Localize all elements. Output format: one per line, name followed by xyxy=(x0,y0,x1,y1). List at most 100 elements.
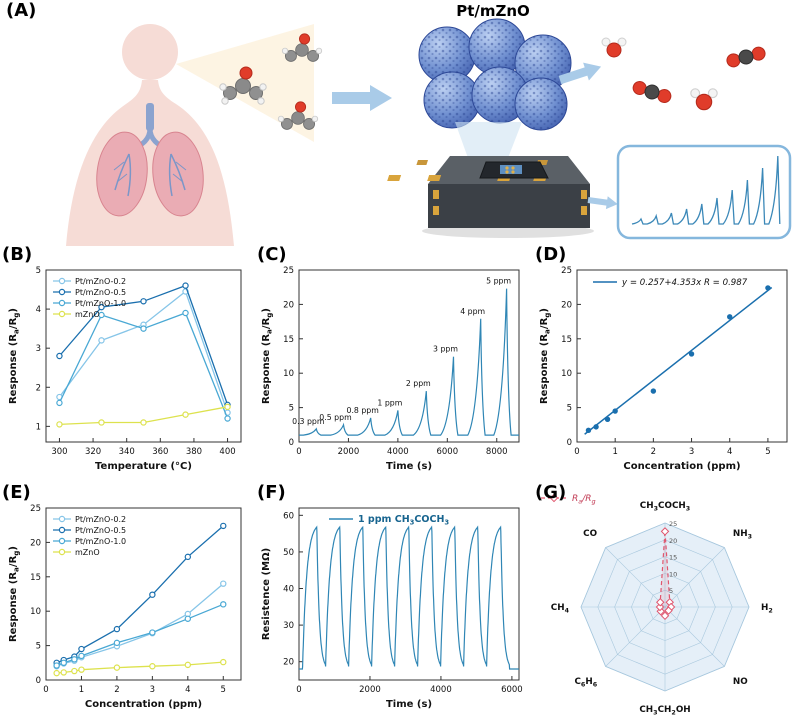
lungs-icon xyxy=(96,103,204,217)
panel-f: (F) 0 2000 4000 6000 20 30 40 50 60 Time (s) Resis… xyxy=(253,482,531,722)
svg-text:8000: 8000 xyxy=(486,447,508,457)
svg-text:NH3: NH3 xyxy=(733,529,752,541)
co2-molecule xyxy=(632,80,672,104)
svg-text:20: 20 xyxy=(669,537,677,545)
svg-text:320: 320 xyxy=(85,447,101,457)
svg-text:0: 0 xyxy=(574,447,579,457)
svg-text:Time (s): Time (s) xyxy=(386,699,432,710)
svg-text:Temperature (°C): Temperature (°C) xyxy=(95,461,192,472)
svg-text:5 ppm: 5 ppm xyxy=(486,277,511,286)
svg-text:mZnO: mZnO xyxy=(75,310,100,319)
svg-text:4000: 4000 xyxy=(387,447,409,457)
svg-text:0: 0 xyxy=(43,685,48,695)
svg-text:60: 60 xyxy=(283,511,294,521)
svg-text:Pt/mZnO-1.0: Pt/mZnO-1.0 xyxy=(75,537,126,546)
svg-text:2000: 2000 xyxy=(338,447,360,457)
svg-text:0: 0 xyxy=(296,685,301,695)
svg-text:2: 2 xyxy=(651,447,656,457)
h2o-molecule xyxy=(601,37,627,58)
human-figure xyxy=(66,24,234,246)
svg-text:2 ppm: 2 ppm xyxy=(406,379,431,388)
svg-text:380: 380 xyxy=(186,447,202,457)
gas-sensor-chip xyxy=(387,156,594,238)
svg-text:5: 5 xyxy=(36,266,41,276)
svg-text:15: 15 xyxy=(561,335,572,345)
svg-text:360: 360 xyxy=(152,447,168,457)
svg-text:0: 0 xyxy=(289,438,294,448)
svg-text:1 ppm CH3COCH3: 1 ppm CH3COCH3 xyxy=(358,514,449,527)
svg-text:Ra/Rg: Ra/Rg xyxy=(572,494,596,506)
svg-text:20: 20 xyxy=(283,300,294,310)
svg-text:5: 5 xyxy=(289,404,294,414)
svg-text:5: 5 xyxy=(765,447,770,457)
svg-text:1 ppm: 1 ppm xyxy=(377,398,402,407)
svg-text:20: 20 xyxy=(561,300,572,310)
panel-label-b: (B) xyxy=(2,244,33,265)
svg-text:6000: 6000 xyxy=(501,685,523,695)
svg-text:0: 0 xyxy=(36,676,41,686)
panel-label-e: (E) xyxy=(2,482,31,503)
svg-text:3: 3 xyxy=(36,344,41,354)
acetone-molecule xyxy=(219,66,267,105)
svg-text:15: 15 xyxy=(669,554,677,562)
svg-text:Response (Ra/Rg): Response (Ra/Rg) xyxy=(8,546,21,642)
svg-text:Response (Ra/Rg): Response (Ra/Rg) xyxy=(539,308,552,404)
panel-g: (G) 0510152025CH3COCH3NH3H2NOCH3CH2OHC6H… xyxy=(531,482,799,722)
svg-text:10: 10 xyxy=(30,607,41,617)
svg-text:H2: H2 xyxy=(761,603,773,615)
flow-arrow-material-to-products xyxy=(558,62,602,85)
svg-text:NO: NO xyxy=(733,677,748,687)
pt-mzno-nanoparticle-cluster xyxy=(418,18,572,131)
svg-text:0.5 ppm: 0.5 ppm xyxy=(319,413,351,422)
svg-text:30: 30 xyxy=(283,621,294,631)
svg-text:CH4: CH4 xyxy=(551,603,570,615)
panel-a-title: Pt/mZnO xyxy=(456,2,530,20)
svg-text:Pt/mZnO-0.5: Pt/mZnO-0.5 xyxy=(75,288,126,297)
svg-text:4 ppm: 4 ppm xyxy=(460,307,485,316)
co2-molecule xyxy=(726,46,766,68)
svg-text:Pt/mZnO-0.5: Pt/mZnO-0.5 xyxy=(75,526,126,535)
svg-text:15: 15 xyxy=(283,335,294,345)
svg-text:CH3COCH3: CH3COCH3 xyxy=(640,501,690,513)
svg-text:Pt/mZnO-0.2: Pt/mZnO-0.2 xyxy=(75,277,126,286)
svg-text:1: 1 xyxy=(612,447,617,457)
panel-label-f: (F) xyxy=(257,482,286,503)
svg-text:5: 5 xyxy=(36,642,41,652)
svg-text:3: 3 xyxy=(150,685,155,695)
svg-text:3: 3 xyxy=(689,447,694,457)
flow-arrow-breath-to-material xyxy=(332,85,392,111)
chart-f-repeatability-cycles: 0 2000 4000 6000 20 30 40 50 60 Time (s) Resistenc… xyxy=(261,507,523,710)
svg-text:15: 15 xyxy=(30,573,41,583)
svg-text:Response (Ra/Rg): Response (Ra/Rg) xyxy=(8,308,21,404)
panel-label-g: (G) xyxy=(535,482,567,503)
svg-text:300: 300 xyxy=(51,447,67,457)
svg-text:0: 0 xyxy=(567,438,572,448)
svg-text:mZnO: mZnO xyxy=(75,548,100,557)
panel-label-c: (C) xyxy=(257,244,287,265)
panel-c: (C) 0 2000 4000 6000 8000 0 5 10 15 20 25 Time (s) R… xyxy=(253,244,531,484)
h2o-molecule xyxy=(690,88,718,111)
svg-text:2: 2 xyxy=(36,383,41,393)
svg-text:Concentration (ppm): Concentration (ppm) xyxy=(623,461,740,472)
svg-text:C6H6: C6H6 xyxy=(574,677,597,689)
svg-text:340: 340 xyxy=(119,447,135,457)
svg-text:0.3 ppm: 0.3 ppm xyxy=(292,417,324,426)
flow-arrow-chip-to-signal xyxy=(587,196,618,210)
svg-text:25: 25 xyxy=(669,520,677,528)
svg-text:2: 2 xyxy=(114,685,119,695)
response-inset-curve xyxy=(631,155,781,225)
svg-text:Concentration (ppm): Concentration (ppm) xyxy=(85,699,202,710)
svg-text:Time (s): Time (s) xyxy=(386,461,432,472)
svg-text:4: 4 xyxy=(727,447,732,457)
svg-text:1: 1 xyxy=(36,422,41,432)
deposition-beam xyxy=(455,122,522,158)
svg-text:y = 0.257+4.353x R = 0.987: y = 0.257+4.353x R = 0.987 xyxy=(621,278,748,288)
panel-label-d: (D) xyxy=(535,244,567,265)
svg-text:40: 40 xyxy=(283,585,294,595)
svg-text:10: 10 xyxy=(283,369,294,379)
svg-text:6000: 6000 xyxy=(436,447,458,457)
svg-text:Pt/mZnO-0.2: Pt/mZnO-0.2 xyxy=(75,515,126,524)
svg-text:3 ppm: 3 ppm xyxy=(433,345,458,354)
chart-b-response-vs-temperature: 300 320 340 360 380 400 1 2 3 4 5 Temperature (°C) R… xyxy=(8,266,242,472)
svg-text:1: 1 xyxy=(79,685,84,695)
